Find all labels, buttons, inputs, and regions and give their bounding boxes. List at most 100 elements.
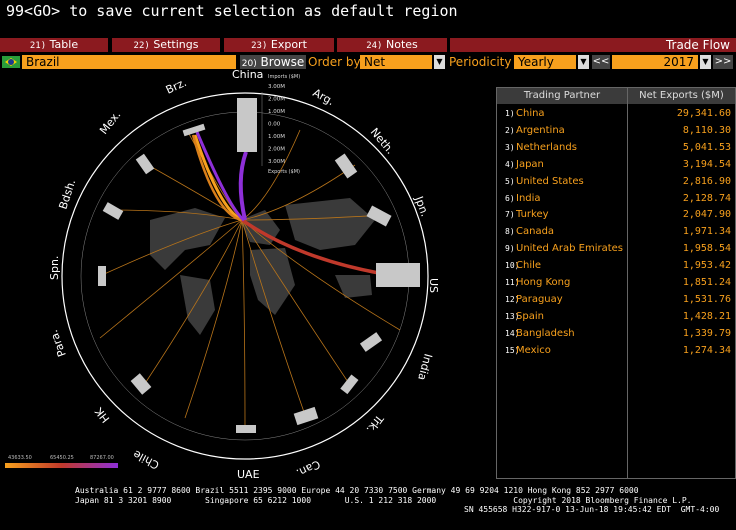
browse-button[interactable]: 20) Browse <box>240 55 306 69</box>
scale-tick: 3.00M <box>268 84 285 90</box>
row-index: 14) <box>505 328 520 338</box>
chevron-down-icon[interactable]: ▼ <box>434 55 445 69</box>
box-uae[interactable] <box>236 425 256 433</box>
next-year-button[interactable]: >> <box>713 55 733 69</box>
partner-name[interactable]: China <box>516 108 545 119</box>
box-bangladesh[interactable] <box>102 202 124 220</box>
table-row[interactable]: 13) Spain 1,428.21 <box>497 308 735 325</box>
partner-name[interactable]: Bangladesh <box>516 327 575 339</box>
table-row[interactable]: 4) Japan 3,194.54 <box>497 156 735 173</box>
partner-name[interactable]: India <box>516 192 541 204</box>
country-field[interactable]: Brazil <box>22 55 236 69</box>
partner-label[interactable]: Jpn. <box>412 194 432 219</box>
net-export-value: 1,531.76 <box>682 293 731 305</box>
box-spain[interactable] <box>98 266 106 286</box>
box-turkey[interactable] <box>340 374 359 395</box>
table-row[interactable]: 14) Bangladesh 1,339.79 <box>497 325 735 342</box>
command-line[interactable]: 99<GO> to save current selection as defa… <box>6 2 458 20</box>
box-us[interactable] <box>376 263 420 287</box>
partner-name[interactable]: United States <box>516 175 584 187</box>
net-export-value: 2,816.90 <box>682 175 731 187</box>
box-mexico[interactable] <box>135 153 155 175</box>
table-row[interactable]: 2) Argentina 8,110.30 <box>497 122 735 139</box>
partner-name[interactable]: Spain <box>516 310 544 322</box>
partner-table: Trading Partner Net Exports ($M) 1) China… <box>496 87 736 479</box>
footer-session: SN 455658 H322-917-0 13-Jun-18 19:45:42 … <box>464 505 720 514</box>
partner-name[interactable]: Paraguay <box>516 293 563 305</box>
flow-mexico <box>191 134 243 222</box>
table-row[interactable]: 1) China 29,341.60 <box>497 105 735 122</box>
outer-ring <box>61 92 429 460</box>
scale-tick: 3.00M <box>268 159 285 165</box>
row-index: 10) <box>505 261 520 271</box>
scale-tick: 1.00M <box>268 134 285 140</box>
tab-export[interactable]: 23) Export <box>224 38 334 52</box>
partner-name[interactable]: Argentina <box>516 124 565 136</box>
row-index: 11) <box>505 278 520 287</box>
partner-name[interactable]: Turkey <box>516 209 549 221</box>
trade-flow-radial: Imports ($M) Exports ($M) 3.00M 2.00M 1.00… <box>5 70 440 480</box>
table-row[interactable]: 5) United States 2,816.90 <box>497 173 735 190</box>
box-brazil[interactable] <box>182 123 206 137</box>
table-row[interactable]: 7) Turkey 2,047.90 <box>497 206 735 223</box>
partner-name[interactable]: United Arab Emirates <box>516 243 624 255</box>
box-canada[interactable] <box>293 406 319 426</box>
partner-name[interactable]: Canada <box>516 226 555 238</box>
partner-label[interactable]: HK <box>92 404 112 425</box>
net-export-value: 1,428.21 <box>682 310 731 322</box>
partner-label[interactable]: US <box>427 278 440 293</box>
partner-name[interactable]: Netherlands <box>516 141 577 153</box>
partner-label[interactable]: China <box>232 70 263 81</box>
year-field[interactable]: 2017 <box>612 55 698 69</box>
table-row[interactable]: 10) Chile 1,953.42 <box>497 257 735 274</box>
box-japan[interactable] <box>366 205 392 227</box>
partner-label[interactable]: Chile <box>131 447 162 472</box>
table-row[interactable]: 8) Canada 1,971.34 <box>497 223 735 240</box>
partner-name[interactable]: Mexico <box>516 344 551 356</box>
world-map <box>150 198 375 335</box>
partner-label[interactable]: Mex. <box>97 108 123 137</box>
tab-notes[interactable]: 24) Notes <box>337 38 447 52</box>
table-row[interactable]: 9) United Arab Emirates 1,958.54 <box>497 240 735 257</box>
partner-label[interactable]: Arg. <box>311 86 337 108</box>
box-netherlands[interactable] <box>334 153 358 179</box>
table-row[interactable]: 15) Mexico 1,274.34 <box>497 342 735 359</box>
flow-us <box>241 218 391 277</box>
tab-table[interactable]: 21) Table <box>0 38 108 52</box>
periodicity-select[interactable]: Yearly <box>514 55 576 69</box>
partner-label[interactable]: Can. <box>294 457 322 479</box>
net-export-value: 1,339.79 <box>682 327 731 339</box>
net-export-value: 8,110.30 <box>682 124 731 136</box>
order-by-select[interactable]: Net Exports <box>360 55 432 83</box>
chevron-down-icon[interactable]: ▼ <box>700 55 711 69</box>
row-index: 4) <box>505 159 515 169</box>
table-row[interactable]: 3) Netherlands 5,041.53 <box>497 139 735 156</box>
partner-name[interactable]: Chile <box>516 260 542 272</box>
prev-year-button[interactable]: << <box>592 55 610 69</box>
box-india[interactable] <box>359 332 383 352</box>
chevron-down-icon[interactable]: ▼ <box>578 55 589 69</box>
partner-name[interactable]: Japan <box>516 158 544 170</box>
partner-label[interactable]: UAE <box>237 468 260 480</box>
col-header-net-exports[interactable]: Net Exports ($M) <box>628 88 735 104</box>
partner-label[interactable]: Trk. <box>364 411 387 435</box>
table-row[interactable]: 6) India 2,128.74 <box>497 190 735 207</box>
net-export-value: 1,958.54 <box>682 243 731 255</box>
table-row[interactable]: 11) Hong Kong 1,851.24 <box>497 274 735 291</box>
table-row[interactable]: 12) Paraguay 1,531.76 <box>497 291 735 308</box>
partner-label[interactable]: India <box>415 352 435 381</box>
tab-settings[interactable]: 22) Settings <box>112 38 220 52</box>
partner-label[interactable]: Neth. <box>368 126 397 157</box>
partner-label[interactable]: Bdsh. <box>56 178 78 211</box>
partner-label[interactable]: Brz. <box>164 76 189 97</box>
partner-label[interactable]: Para. <box>47 328 69 358</box>
partner-label[interactable]: Spn. <box>48 256 61 280</box>
scale-axis: Imports ($M) Exports ($M) 3.00M 2.00M 1.00… <box>261 74 300 175</box>
col-header-partner[interactable]: Trading Partner <box>497 88 627 104</box>
box-china[interactable] <box>237 98 257 152</box>
color-legend: 43633.50 65450.25 87267.00 <box>5 455 118 468</box>
scale-tick: 2.00M <box>268 97 285 103</box>
row-index: 15) <box>505 345 520 355</box>
partner-name[interactable]: Hong Kong <box>516 277 571 288</box>
box-hk[interactable] <box>130 373 152 395</box>
